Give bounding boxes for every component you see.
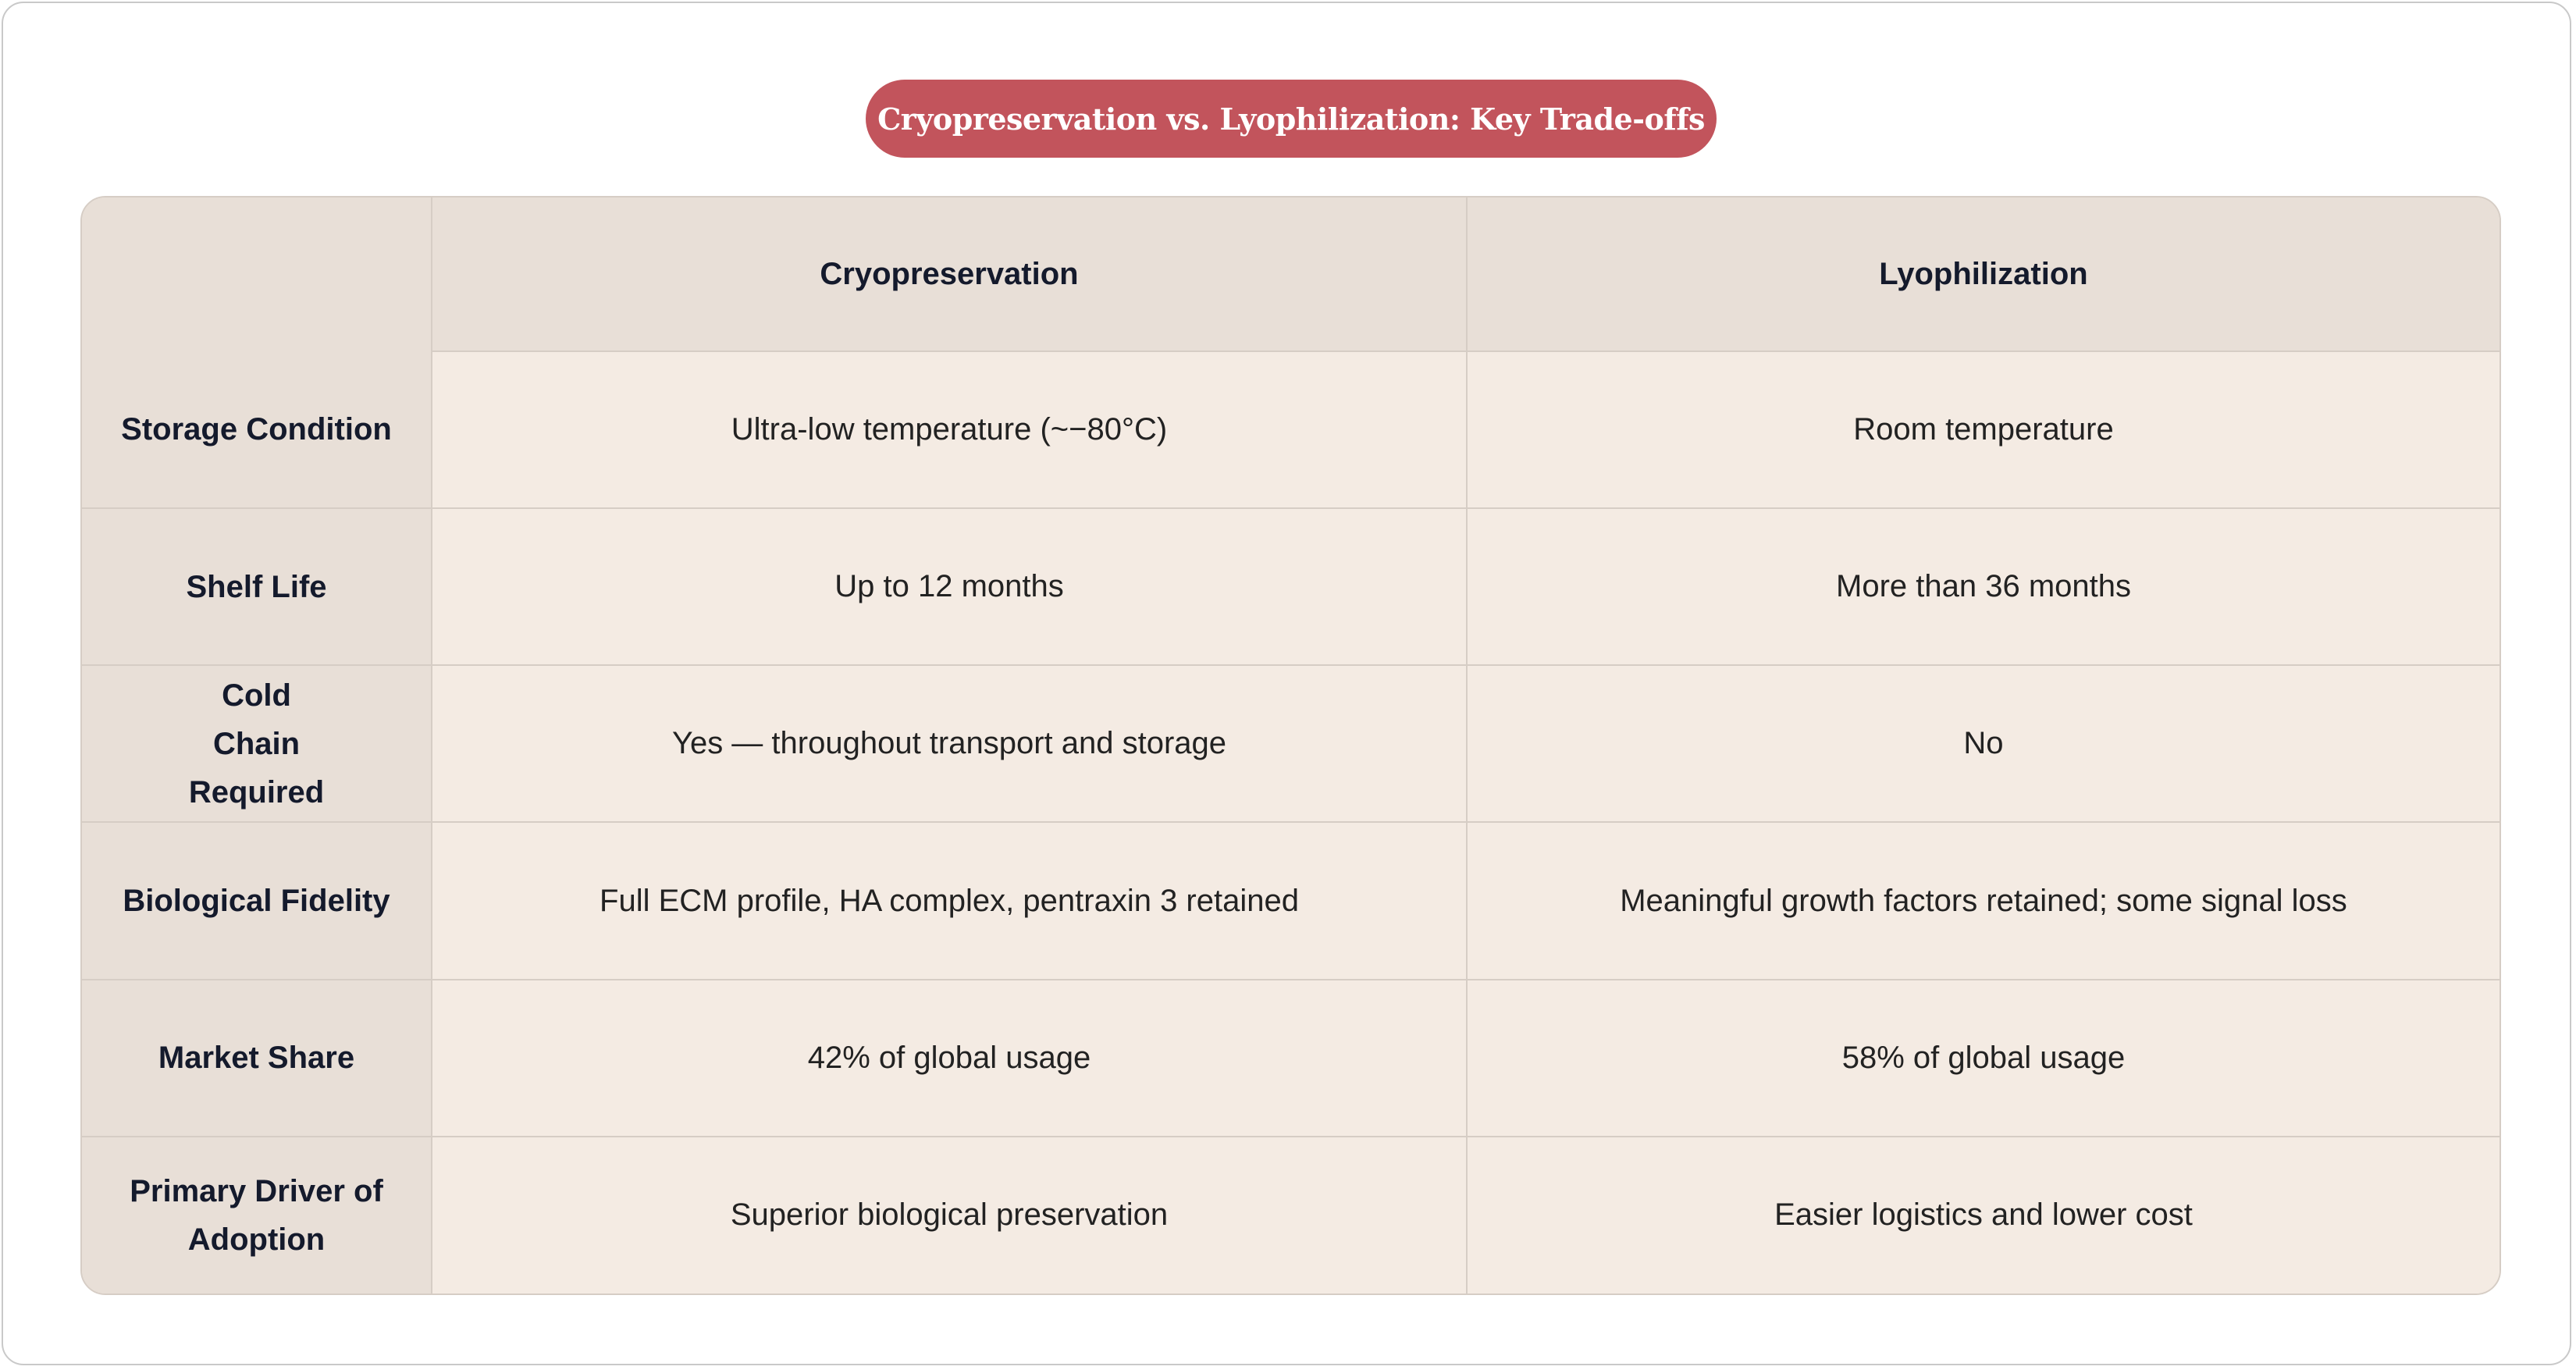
- table-row: Shelf Life Up to 12 months More than 36 …: [82, 507, 2500, 667]
- table-row: Primary Driver of Adoption Superior biol…: [82, 1135, 2500, 1293]
- cell-lyo-storage-condition: Room temperature: [1466, 350, 2500, 510]
- column-header-cryopreservation: Cryopreservation: [431, 197, 1468, 351]
- row-label-primary-driver: Primary Driver of Adoption: [82, 1135, 432, 1293]
- row-label-storage-condition: Storage Condition: [82, 351, 432, 510]
- row-label-shelf-life: Shelf Life: [82, 507, 432, 667]
- cell-cryo-primary-driver: Superior biological preservation: [431, 1135, 1468, 1293]
- table-row: Storage Condition Ultra-low temperature …: [82, 350, 2500, 510]
- cell-lyo-biological-fidelity: Meaningful growth factors retained; some…: [1466, 821, 2500, 980]
- table-header-row: Cryopreservation Lyophilization: [82, 197, 2500, 351]
- row-label-cold-chain-text: Cold Chain Required: [188, 678, 325, 810]
- cell-lyo-shelf-life: More than 36 months: [1466, 507, 2500, 667]
- cell-cryo-market-share: 42% of global usage: [431, 978, 1468, 1137]
- row-label-market-share: Market Share: [82, 978, 432, 1137]
- row-label-primary-driver-text: Primary Driver of Adoption: [130, 1173, 383, 1257]
- cell-cryo-cold-chain: Yes — throughout transport and storage: [431, 664, 1468, 824]
- comparison-table-container: Cryopreservation Lyophilization Storage …: [80, 196, 2501, 1295]
- cell-lyo-cold-chain: No: [1466, 664, 2500, 824]
- table-row: Cold Chain Required Yes — throughout tra…: [82, 664, 2500, 824]
- table-row: Market Share 42% of global usage 58% of …: [82, 978, 2500, 1137]
- page-title: Cryopreservation vs. Lyophilization: Key…: [866, 80, 1717, 158]
- cell-lyo-primary-driver: Easier logistics and lower cost: [1466, 1135, 2500, 1293]
- row-label-cold-chain: Cold Chain Required: [82, 664, 432, 824]
- row-label-biological-fidelity: Biological Fidelity: [82, 821, 432, 980]
- cell-cryo-shelf-life: Up to 12 months: [431, 507, 1468, 667]
- cell-lyo-market-share: 58% of global usage: [1466, 978, 2500, 1137]
- cell-cryo-storage-condition: Ultra-low temperature (~−80°C): [431, 350, 1468, 510]
- header-corner-cell: [82, 197, 432, 351]
- column-header-lyophilization: Lyophilization: [1466, 197, 2500, 351]
- comparison-table: Cryopreservation Lyophilization Storage …: [82, 197, 2500, 1293]
- table-row: Biological Fidelity Full ECM profile, HA…: [82, 821, 2500, 980]
- cell-cryo-biological-fidelity: Full ECM profile, HA complex, pentraxin …: [431, 821, 1468, 980]
